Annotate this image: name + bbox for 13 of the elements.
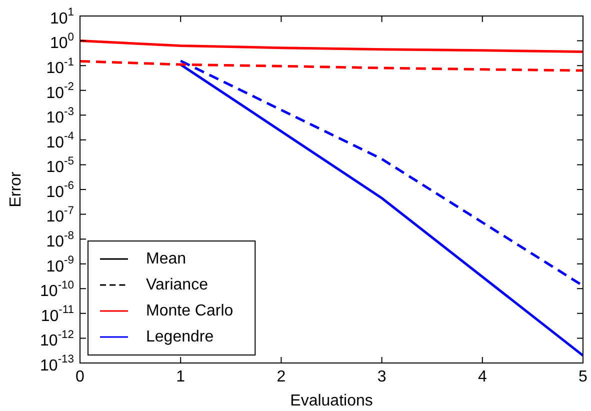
x-tick-label: 3 [377,368,386,386]
y-axis-title: Error [7,171,24,208]
legend-label: Monte Carlo [146,302,234,320]
legend-label: Legendre [146,328,214,346]
x-tick-label: 2 [276,368,286,386]
x-tick-label: 1 [176,368,186,386]
legend-label: Variance [146,276,208,294]
x-axis-title: Evaluations [290,392,373,410]
x-tick-label: 4 [478,368,487,386]
line-series [80,60,583,72]
legend-label: Mean [146,250,186,268]
x-tick-label: 0 [76,368,85,386]
x-tick-label: 5 [578,368,588,386]
